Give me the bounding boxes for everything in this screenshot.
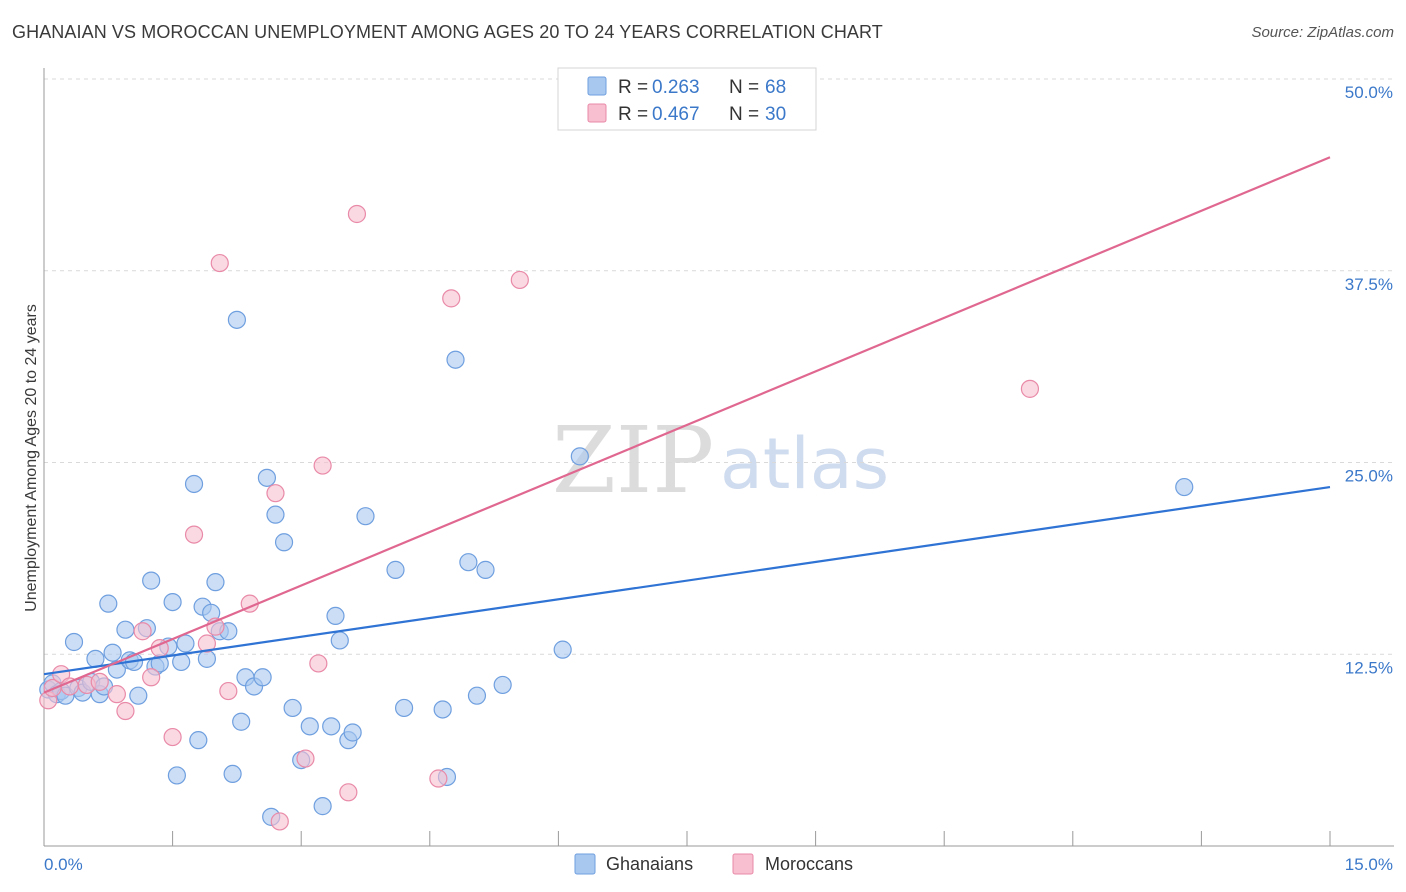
ghanaians-point [223,764,242,784]
ghanaians-point [257,468,277,487]
ghanaians-point [99,594,118,613]
ghanaians-point [570,447,589,466]
ghanaians-point [553,640,572,659]
legend-swatch-moroccans [587,103,607,123]
grid-lines [44,78,1394,655]
ghanaians-point [197,649,216,668]
legend-top: R = 0.263 N = 68 R = 0.467 N = 30 [557,67,817,131]
moroccans-point [116,701,135,721]
ghanaians-point [446,350,465,369]
moroccans-point [142,668,161,687]
moroccans-point [510,270,529,290]
moroccans-point [210,253,229,273]
bottom-legend-label-ghanaians: Ghanaians [606,854,693,874]
legend-r-label-ghanaians: R = [618,77,648,98]
moroccans-point [429,769,448,788]
chart-title: GHANAIAN VS MOROCCAN UNEMPLOYMENT AMONG … [12,22,883,42]
moroccans-point [442,289,461,308]
ghanaians-point [129,686,148,705]
legend-n-value-moroccans: 30 [765,104,786,125]
ghanaians-point [476,560,495,579]
legend-swatch-ghanaians [587,76,607,96]
moroccans-point [184,525,204,544]
trend-lines [43,156,1331,694]
ghanaians-point [356,507,375,526]
moroccans-point [313,456,332,475]
trend-line-ghanaians [43,485,1331,676]
axes [43,68,1394,847]
ghanaians-point [167,766,186,785]
moroccans-point [339,783,358,802]
bottom-legend-swatch-moroccans [732,853,754,875]
moroccans-point [197,634,216,653]
ghanaians-point [116,620,135,639]
moroccans-point [266,484,285,503]
source-credit: Source: ZipAtlas.com [1251,24,1394,41]
y-axis-label: Unemployment Among Ages 20 to 24 years [23,304,40,612]
legend-r-label-moroccans: R = [618,104,648,125]
moroccans-point [347,204,367,224]
ghanaians-point [343,723,362,742]
ghanaians-point [64,632,84,652]
ghanaians-point [459,553,478,572]
x-tick-label-max: 15.0% [1345,855,1393,874]
x-tick-label-min: 0.0% [44,855,83,874]
moroccans-point [219,681,238,701]
trend-line-moroccans [43,156,1331,694]
ghanaians-point [176,634,195,653]
y-tick-label: 25.0% [1345,467,1393,486]
ghanaians-point [253,668,272,687]
legend-n-value-ghanaians: 68 [765,77,786,98]
legend-n-label-moroccans: N = [729,104,759,125]
y-tick-labels: 12.5% 25.0% 37.5% 50.0% [1345,83,1393,677]
series-moroccans-points [39,204,1040,831]
ghanaians-point [386,560,405,579]
ghanaians-point [206,573,225,592]
ghanaians-point [322,717,341,736]
ghanaians-point [467,686,487,705]
bottom-legend-label-moroccans: Moroccans [765,854,853,874]
moroccans-point [52,665,71,684]
ghanaians-point [326,606,345,626]
ghanaians-point [330,631,349,650]
legend-bottom: Ghanaians Moroccans [574,853,853,875]
ghanaians-point [163,592,182,612]
ghanaians-point [283,698,302,718]
ghanaians-point [300,717,319,736]
ghanaians-point [142,571,161,590]
ghanaians-point [189,731,208,750]
y-tick-label: 12.5% [1345,658,1393,677]
legend-n-label-ghanaians: N = [729,77,759,98]
ghanaians-point [493,675,512,695]
moroccans-point [90,672,109,691]
y-tick-label: 37.5% [1345,275,1393,294]
ghanaians-point [227,310,246,329]
legend-r-value-ghanaians: 0.263 [652,77,700,98]
moroccans-point [309,654,328,673]
ghanaians-point [184,474,204,494]
ghanaians-point [1175,477,1194,497]
moroccans-point [163,727,182,747]
moroccans-point [270,812,289,831]
moroccans-point [296,749,315,768]
ghanaians-point [313,797,332,816]
moroccans-point [107,685,126,704]
moroccans-point [133,622,152,641]
ghanaians-point [103,643,122,662]
ghanaians-point [266,505,285,524]
moroccans-point [1020,379,1040,398]
x-ticks [43,831,1331,846]
y-tick-label: 50.0% [1345,83,1393,102]
ghanaians-point [274,533,294,552]
ghanaians-point [394,698,414,718]
series-ghanaians-points [39,310,1194,826]
watermark-atlas: atlas [720,423,889,505]
ghanaians-point [232,712,251,731]
ghanaians-point [433,700,452,719]
legend-r-value-moroccans: 0.467 [652,104,700,125]
bottom-legend-swatch-ghanaians [574,853,596,875]
